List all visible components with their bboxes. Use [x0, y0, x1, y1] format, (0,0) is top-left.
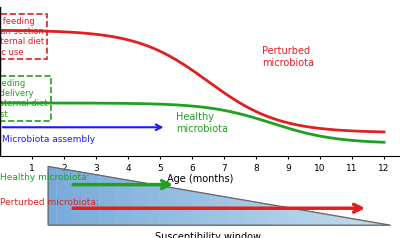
Polygon shape	[202, 193, 211, 225]
Text: Breastfeeding
Vaginal delivery
Good maternal diet
Farm dust: Breastfeeding Vaginal delivery Good mate…	[0, 79, 48, 119]
Polygon shape	[99, 175, 108, 225]
Polygon shape	[330, 215, 339, 225]
Y-axis label: Bronchiolitis
Risk: Bronchiolitis Risk	[0, 54, 7, 109]
Polygon shape	[48, 166, 390, 225]
Polygon shape	[159, 185, 168, 225]
Polygon shape	[236, 199, 245, 225]
Polygon shape	[116, 178, 125, 225]
Polygon shape	[74, 171, 82, 225]
Polygon shape	[322, 213, 330, 225]
Text: Healthy microbiota:: Healthy microbiota:	[0, 173, 89, 182]
Polygon shape	[228, 197, 236, 225]
Polygon shape	[168, 187, 176, 225]
Text: Perturbed microbiota:: Perturbed microbiota:	[0, 198, 99, 207]
Polygon shape	[348, 218, 356, 225]
Polygon shape	[194, 191, 202, 225]
Polygon shape	[305, 210, 313, 225]
Polygon shape	[142, 183, 151, 225]
Polygon shape	[356, 219, 365, 225]
Polygon shape	[82, 172, 91, 225]
Polygon shape	[339, 216, 348, 225]
Polygon shape	[56, 168, 65, 225]
Polygon shape	[134, 181, 142, 225]
Polygon shape	[262, 203, 270, 225]
Polygon shape	[65, 169, 74, 225]
Polygon shape	[313, 212, 322, 225]
Text: Perturbed
microbiota: Perturbed microbiota	[262, 46, 314, 68]
Text: Formula feeding
Caesarean section
Poor maternal diet
Antibiotic use: Formula feeding Caesarean section Poor m…	[0, 17, 44, 57]
Polygon shape	[270, 204, 279, 225]
Text: Microbiota assembly: Microbiota assembly	[2, 135, 95, 144]
Polygon shape	[48, 166, 56, 225]
Polygon shape	[176, 188, 185, 225]
Polygon shape	[125, 180, 134, 225]
Polygon shape	[91, 174, 99, 225]
Polygon shape	[279, 206, 288, 225]
X-axis label: Age (months): Age (months)	[167, 174, 233, 184]
Polygon shape	[296, 209, 305, 225]
Text: Healthy
microbiota: Healthy microbiota	[176, 112, 228, 134]
Text: Susceptibility window: Susceptibility window	[155, 232, 261, 238]
Polygon shape	[288, 208, 296, 225]
Polygon shape	[245, 200, 254, 225]
Polygon shape	[254, 202, 262, 225]
Polygon shape	[185, 190, 194, 225]
Polygon shape	[211, 194, 219, 225]
Polygon shape	[219, 196, 228, 225]
Polygon shape	[108, 177, 116, 225]
Polygon shape	[151, 184, 159, 225]
